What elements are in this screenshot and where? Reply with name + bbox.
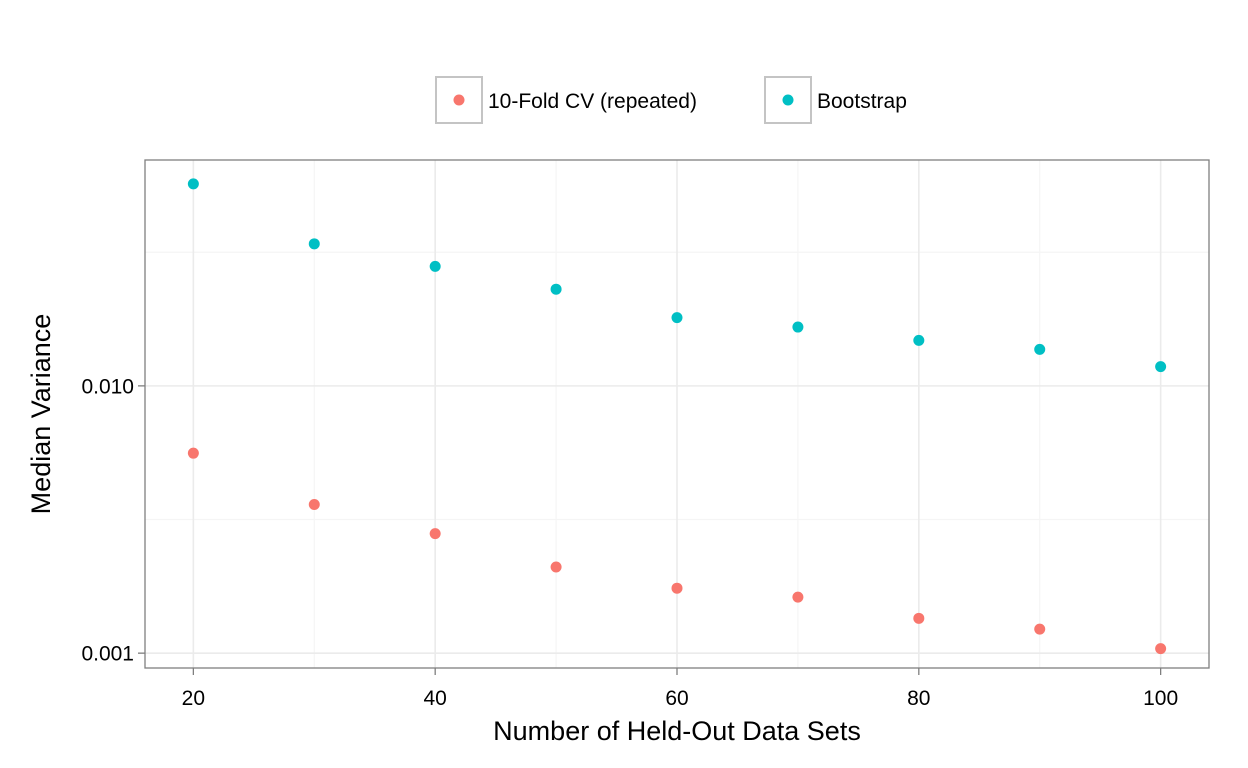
legend-label-cv: 10-Fold CV (repeated) — [488, 90, 697, 113]
bootstrap-point — [187, 178, 199, 190]
cv-point — [671, 582, 683, 594]
cv-point — [187, 447, 199, 459]
legend-item-cv[interactable]: 10-Fold CV (repeated) — [435, 76, 697, 124]
bootstrap-point — [550, 283, 562, 295]
legend: 10-Fold CV (repeated) Bootstrap — [435, 76, 907, 124]
cv-point — [1034, 623, 1046, 635]
y-axis-title: Median Variance — [26, 314, 56, 515]
x-tick-label: 80 — [907, 687, 930, 710]
bootstrap-point — [792, 321, 804, 333]
x-tick-label: 40 — [424, 687, 447, 710]
legend-marker-bootstrap — [782, 94, 794, 106]
cv-point — [1155, 643, 1167, 655]
x-axis: 20 40 60 80 100 — [182, 668, 1178, 710]
cv-point — [550, 561, 562, 573]
bootstrap-point — [1155, 361, 1167, 373]
bootstrap-point — [308, 238, 320, 250]
bootstrap-point — [1034, 343, 1046, 355]
cv-point — [429, 528, 441, 540]
y-tick-label: 0.001 — [81, 643, 134, 666]
data-points — [187, 178, 1167, 655]
x-axis-title: Number of Held-Out Data Sets — [493, 716, 861, 746]
y-tick-label: 0.010 — [81, 375, 134, 398]
x-tick-label: 60 — [665, 687, 688, 710]
bootstrap-point — [671, 312, 683, 324]
legend-item-bootstrap[interactable]: Bootstrap — [764, 76, 907, 124]
cv-point — [308, 498, 320, 510]
legend-marker-cv — [453, 94, 465, 106]
bootstrap-point — [913, 334, 925, 346]
y-axis: 0.001 0.010 — [81, 375, 145, 666]
legend-label-bootstrap: Bootstrap — [817, 90, 907, 113]
bootstrap-point — [429, 260, 441, 272]
cv-point — [913, 612, 925, 624]
x-tick-label: 20 — [182, 687, 205, 710]
cv-point — [792, 591, 804, 603]
x-tick-label: 100 — [1143, 687, 1178, 710]
